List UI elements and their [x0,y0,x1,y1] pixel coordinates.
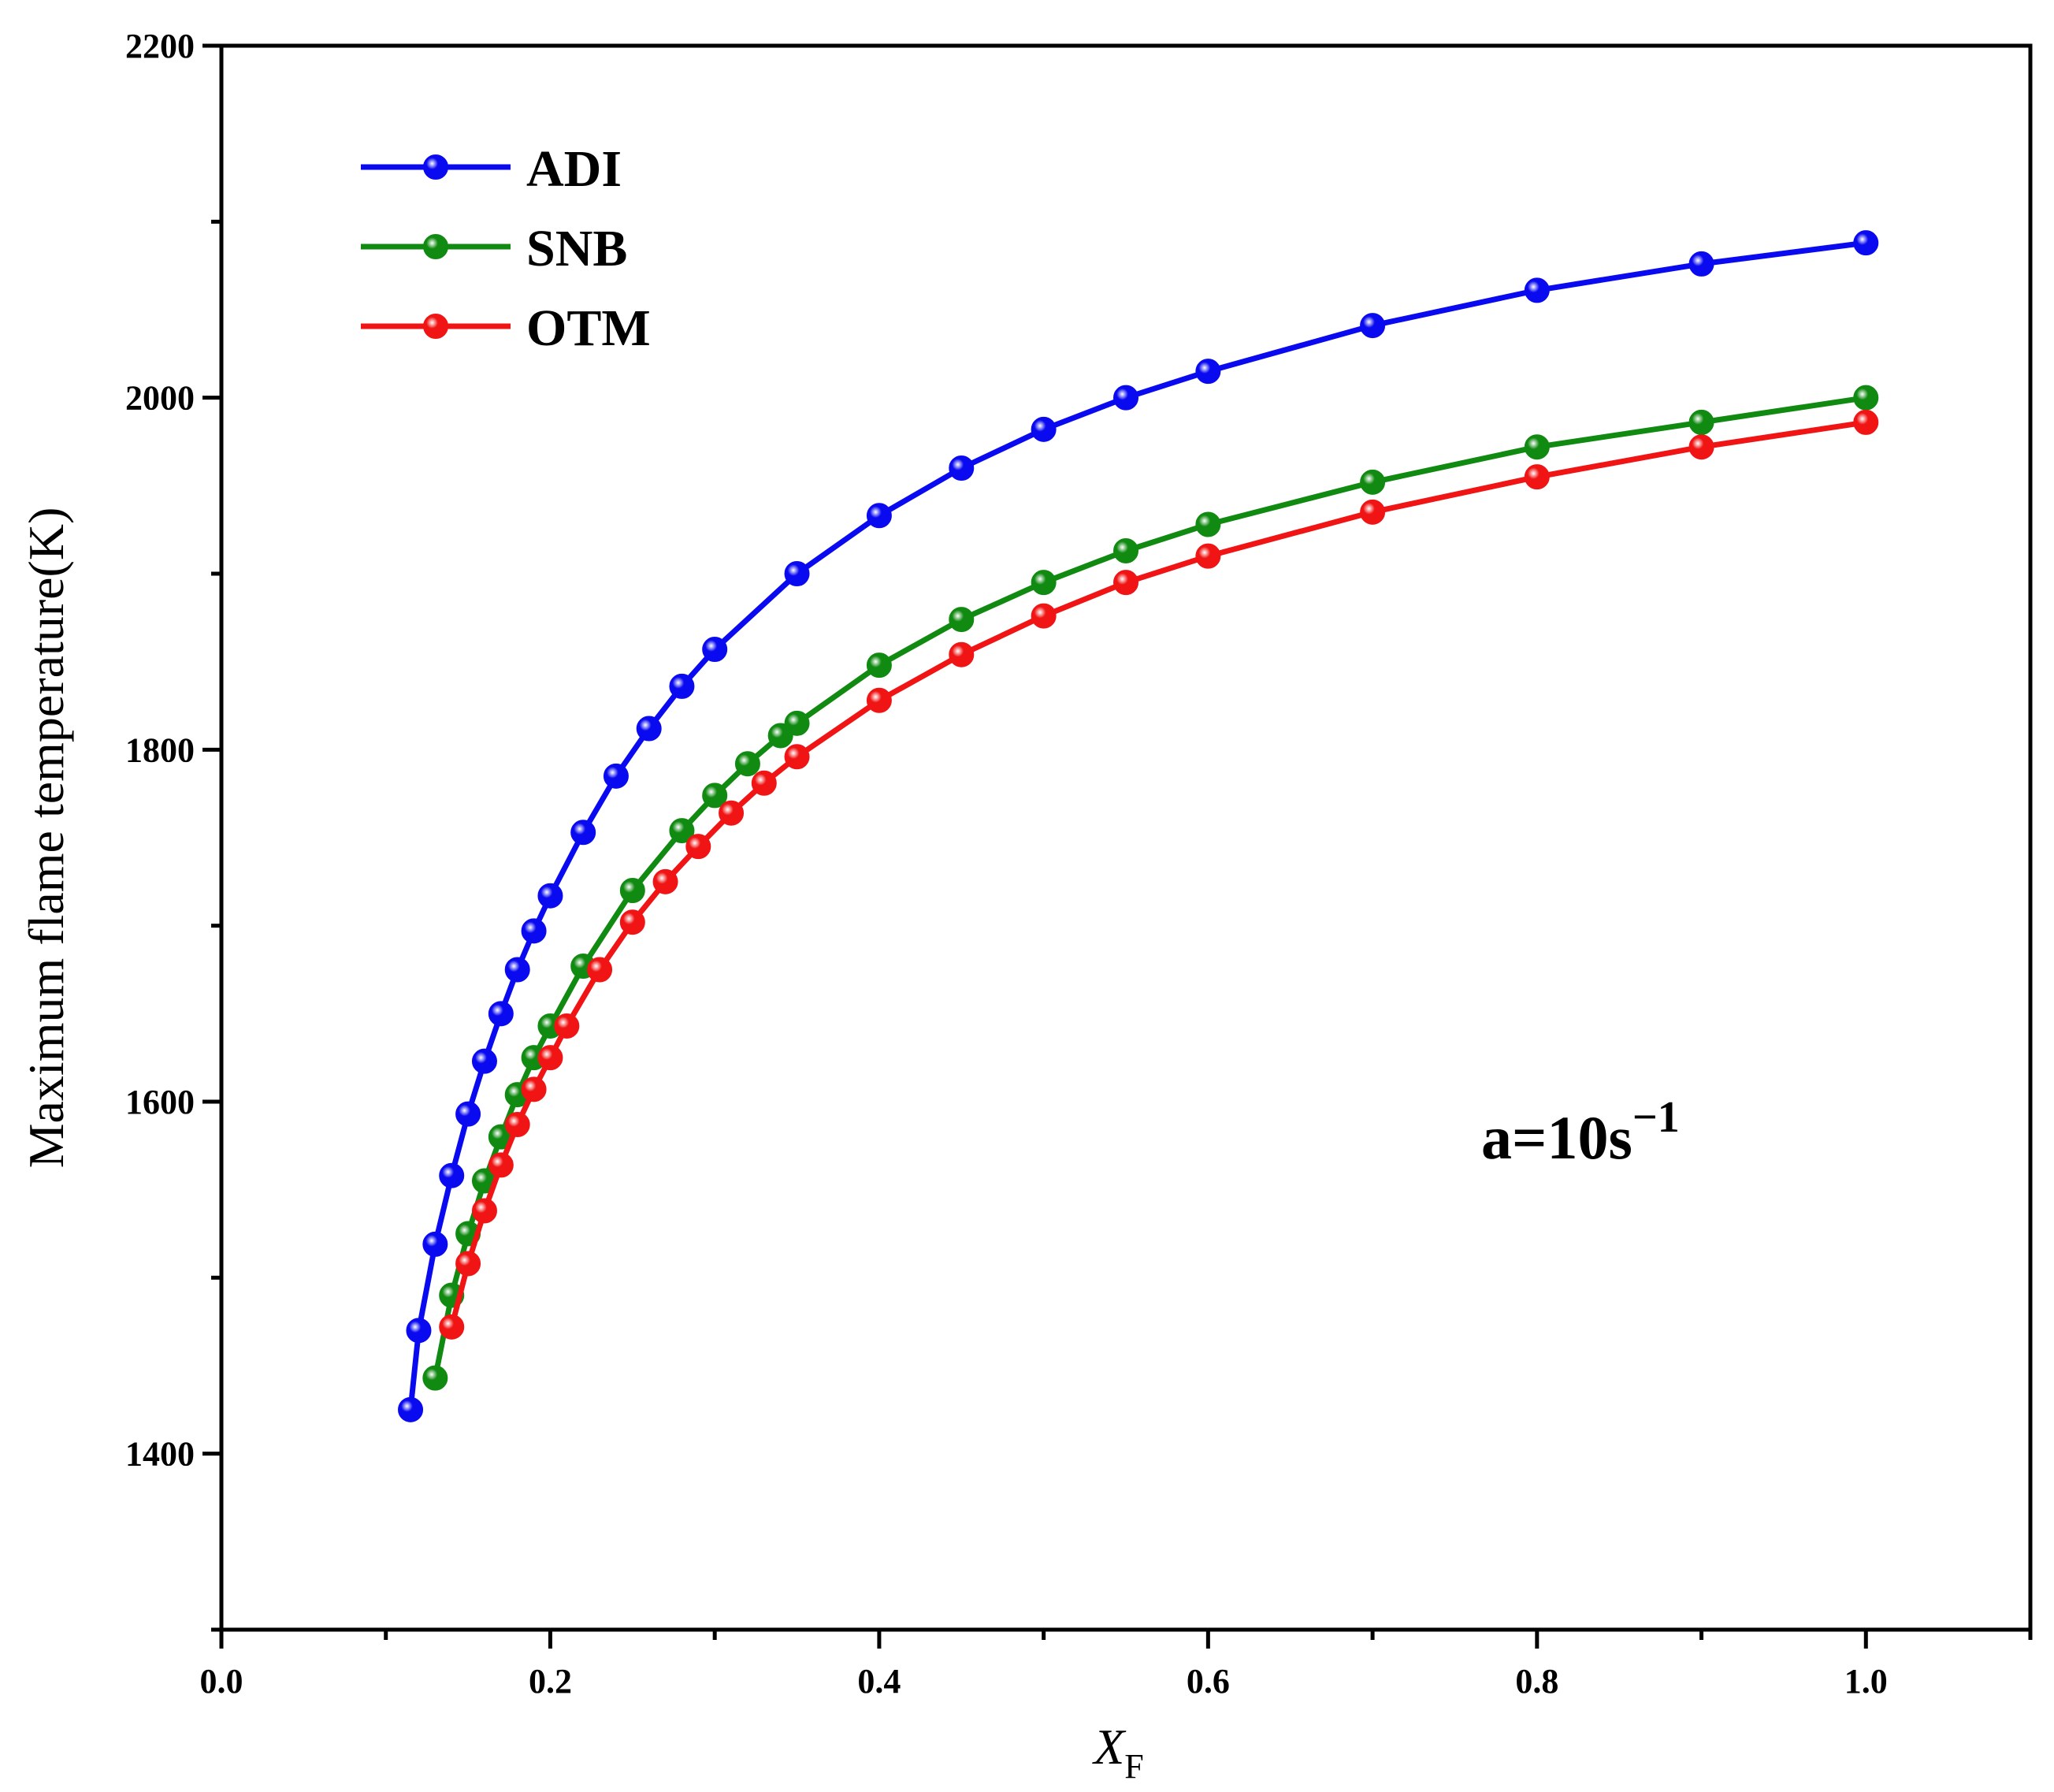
axis-ticks: 1400 1600 1800 2000 2200 0.0 0.2 0.4 0.6 0.8 1.0 [125,27,2033,1701]
data-point-otm [455,1251,481,1277]
data-point-snb [669,818,695,844]
data-point-snb [619,878,645,903]
data-point-otm [1113,570,1138,596]
data-point-otm [1524,464,1550,490]
data-point-adi [1031,416,1057,442]
y-axis-title: Maximum flame temperature(K) [18,507,74,1169]
y-tick-label: 2200 [125,27,195,65]
data-point-snb [1195,511,1221,537]
legend-label-snb: SNB [526,220,627,277]
x-tick-label: 0.6 [1187,1662,1230,1701]
x-tick-label: 0.8 [1515,1662,1558,1701]
data-point-otm [652,868,678,894]
data-point-otm [521,1076,547,1102]
data-point-snb [866,652,892,679]
plot-frame [219,43,2033,1632]
rate-annotation-base: a=10s [1481,1103,1632,1172]
legend-label-otm: OTM [526,299,651,357]
data-point-adi [1688,251,1714,277]
legend-marker-otm [423,314,448,339]
data-point-adi [398,1396,424,1422]
data-point-snb [1360,469,1386,495]
data-point-adi [1360,313,1386,339]
y-tick-label: 2000 [125,379,195,418]
data-point-adi [1853,230,1879,256]
legend: ADI SNB OTM [361,140,651,357]
data-point-adi [471,1048,497,1074]
data-point-otm [1853,409,1879,435]
rate-annotation-superscript: −1 [1632,1093,1680,1142]
data-point-otm [784,744,810,770]
data-point-adi [422,1231,448,1257]
data-point-otm [719,800,745,826]
x-tick-label: 0.4 [857,1662,901,1701]
legend-label-adi: ADI [526,140,622,198]
x-tick-label: 0.0 [200,1662,243,1701]
data-point-snb [1853,385,1879,411]
y-tick-label: 1800 [125,731,195,769]
x-axis-title-subscript: F [1124,1747,1143,1786]
data-point-adi [636,716,662,742]
data-point-otm [587,957,613,983]
data-point-snb [1113,537,1138,563]
data-point-adi [784,561,810,586]
data-point-adi [570,820,596,846]
data-point-adi [439,1162,465,1188]
series-line-adi [407,240,1866,1411]
data-point-otm [471,1198,497,1224]
data-point-adi [866,503,892,529]
legend-marker-snb [423,234,448,259]
data-point-otm [1688,434,1714,460]
data-point-snb [1524,434,1550,460]
data-point-otm [488,1152,514,1178]
data-point-otm [1031,603,1057,629]
data-point-adi [1524,277,1550,303]
data-point-otm [866,687,892,713]
rate-annotation: a=10s−1 [1481,1093,1680,1172]
data-point-otm [504,1112,530,1138]
data-point-otm [554,1013,580,1039]
data-point-snb [949,607,975,633]
data-point-otm [439,1314,465,1340]
data-point-snb [1031,570,1057,596]
data-point-snb [422,1365,448,1391]
data-point-adi [504,957,530,983]
data-point-otm [619,909,645,935]
data-point-snb [1688,409,1714,435]
series-layer [398,230,1879,1422]
x-axis-title: XF [1091,1719,1144,1786]
x-axis-title-main: X [1091,1719,1127,1775]
data-point-snb [734,751,760,777]
data-point-adi [603,763,629,789]
y-tick-label: 1400 [125,1435,195,1474]
data-point-adi [455,1101,481,1127]
data-point-snb [702,783,728,809]
data-point-adi [949,455,975,481]
data-point-adi [488,1001,514,1027]
x-tick-label: 1.0 [1844,1662,1888,1701]
series-line-snb [432,395,1866,1379]
data-point-otm [1195,543,1221,569]
data-point-otm [537,1045,563,1071]
data-point-adi [521,918,547,944]
data-point-otm [1360,499,1386,525]
x-tick-label: 0.2 [529,1662,572,1701]
data-point-adi [702,637,728,663]
data-point-otm [949,641,975,667]
data-point-otm [751,770,777,796]
data-point-otm [685,834,711,860]
data-point-adi [1113,385,1138,411]
data-point-snb [784,710,810,736]
legend-marker-adi [423,154,448,180]
data-point-adi [669,673,695,699]
data-point-adi [1195,359,1221,385]
y-tick-label: 1600 [125,1083,195,1121]
data-point-adi [406,1318,432,1344]
data-point-adi [537,883,563,909]
